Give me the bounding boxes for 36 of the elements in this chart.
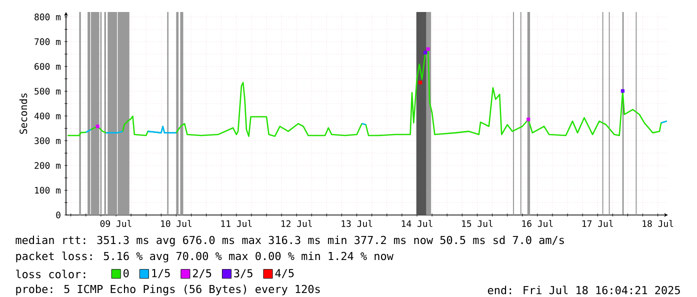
x-tick-label: 16 Jul xyxy=(522,220,553,228)
y-tick-label: 200 m xyxy=(34,162,61,169)
point xyxy=(526,118,530,122)
text: end: Fri Jul 18 16:04:21 2025 xyxy=(488,286,680,294)
point xyxy=(418,80,422,84)
x-tick-label: 09 Jul xyxy=(100,220,132,228)
x-tick-label: 14 Jul xyxy=(402,220,432,228)
y-tick-label: 800 m xyxy=(34,14,61,20)
legend-label: 3/5 xyxy=(234,269,252,278)
x-tick-label: 15 Jul xyxy=(462,220,493,228)
y-axis-title: Seconds xyxy=(19,93,28,134)
text: packet loss: 5.16 % avg 70.00 % max 0.00 % min 1.24 % now xyxy=(16,252,394,262)
legend-label: 0 xyxy=(124,269,129,278)
point xyxy=(426,47,430,51)
x-tick-label: 17 Jul xyxy=(582,220,613,228)
legend-label: 1/5 xyxy=(152,269,170,278)
y-tick-label: 700 m xyxy=(34,38,61,46)
x-tick-label: 10 Jul xyxy=(161,220,192,228)
y-tick-label: 500 m xyxy=(34,88,61,95)
legend-label: 4/5 xyxy=(275,269,294,278)
x-tick-label: 18 Jul xyxy=(642,220,674,228)
y-tick-label: 400 m xyxy=(34,112,61,120)
point xyxy=(96,124,100,128)
legend-title: loss color: xyxy=(16,270,86,278)
y-tick-label: 100 m xyxy=(35,186,61,194)
text: median rtt: 351.3 ms avg 676.0 ms max 316.3 ms min 377.2 ms now 50.5 ms sd 7.0 am/s xyxy=(16,236,564,246)
x-tick-label: 12 Jul xyxy=(281,220,312,228)
point xyxy=(620,89,624,93)
legend-label: 2/5 xyxy=(192,269,212,278)
y-tick-label: 0 xyxy=(56,212,60,218)
x-tick-label: 13 Jul xyxy=(342,220,372,228)
text: probe: 5 ICMP Echo Pings (56 Bytes) every 120s xyxy=(16,284,320,296)
x-tick-label: 11 Jul xyxy=(221,220,252,228)
y-tick-label: 300 m xyxy=(34,137,61,144)
point xyxy=(424,50,428,54)
y-tick-label: 600 m xyxy=(34,63,61,70)
